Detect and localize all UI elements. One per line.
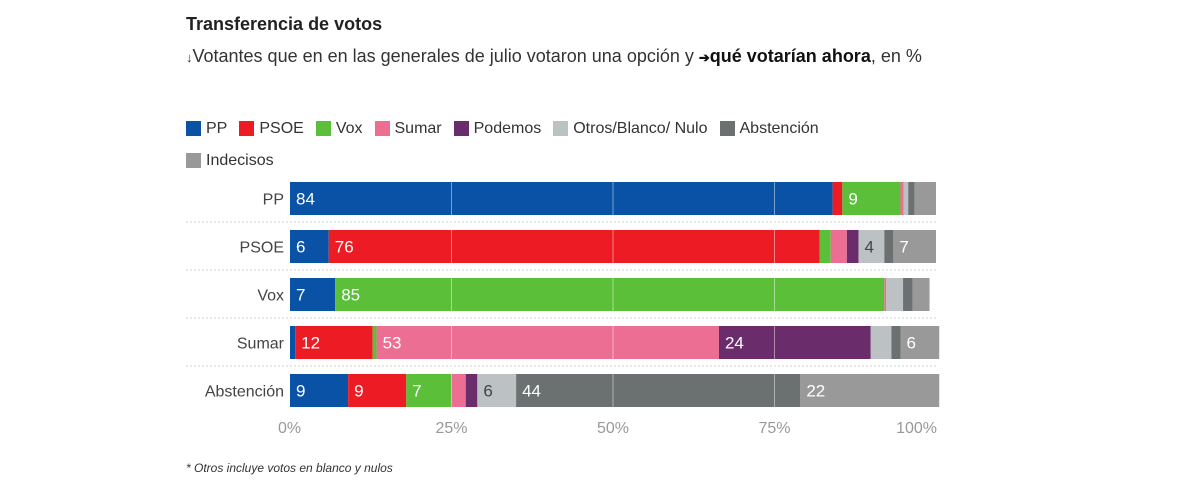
data-label: 7 xyxy=(296,286,305,305)
bar-segment xyxy=(718,326,871,359)
legend-item: Sumar xyxy=(374,114,442,143)
data-label: 53 xyxy=(383,334,402,353)
data-label: 7 xyxy=(412,382,421,401)
data-label: 6 xyxy=(483,382,492,401)
data-label: 24 xyxy=(725,334,744,353)
category-label: Vox xyxy=(257,288,284,305)
x-tick-label: 100% xyxy=(896,420,937,437)
legend-label: Podemos xyxy=(473,120,542,137)
data-label: 84 xyxy=(296,190,315,209)
bar-segment xyxy=(328,230,820,263)
bar-segment xyxy=(376,326,719,359)
legend-item: Indecisos xyxy=(186,146,274,175)
subtitle-bold: qué votarían ahora xyxy=(709,46,871,66)
arrow-down-icon: ↓ xyxy=(186,50,193,65)
chart-title: Transferencia de votos xyxy=(186,14,383,34)
data-label: 4 xyxy=(864,238,873,257)
bar-segment xyxy=(908,182,915,215)
category-label: Sumar xyxy=(237,336,285,353)
category-label: PSOE xyxy=(240,240,284,257)
category-label: Abstención xyxy=(205,384,284,401)
legend-item: Podemos xyxy=(453,114,542,143)
category-label: PP xyxy=(263,192,284,209)
legend-swatch xyxy=(186,121,201,136)
legend-swatch xyxy=(186,153,201,168)
data-label: 6 xyxy=(906,334,915,353)
legend-swatch xyxy=(719,121,735,136)
bar-segment xyxy=(406,374,452,407)
legend-label: Otros/Blanco/ Nulo xyxy=(573,120,708,137)
bar-segment xyxy=(477,374,517,407)
bar-segment xyxy=(846,230,859,263)
x-tick-label: 25% xyxy=(435,420,467,437)
bar-segment xyxy=(819,230,831,263)
data-label: 12 xyxy=(301,334,320,353)
legend-label: Abstención xyxy=(739,120,819,137)
legend-label: Indecisos xyxy=(206,152,274,169)
arrow-right-icon: ➔ xyxy=(698,50,710,65)
bar-segment xyxy=(893,230,936,263)
bar-segment xyxy=(870,326,892,359)
bar-segment xyxy=(903,182,909,215)
legend-label: Vox xyxy=(335,120,363,137)
bar-segment xyxy=(830,230,847,263)
bar-segment xyxy=(335,278,885,311)
data-label: 76 xyxy=(335,238,354,257)
legend-swatch xyxy=(239,121,255,136)
bar-segment xyxy=(900,326,940,359)
bar-segment xyxy=(290,182,833,215)
x-tick-label: 75% xyxy=(758,420,790,437)
data-label: 9 xyxy=(354,382,363,401)
subtitle-text: Votantes que en en las generales de juli… xyxy=(192,46,699,66)
x-tick-label: 0% xyxy=(278,420,301,437)
bar-segment xyxy=(348,374,407,407)
legend-label: Sumar xyxy=(394,120,442,137)
legend-swatch xyxy=(374,121,390,136)
footnote: * Otros incluye votos en blanco y nulos xyxy=(186,461,393,475)
bar-segment xyxy=(858,230,885,263)
bar-segment xyxy=(290,374,349,407)
bar-segment xyxy=(886,278,904,311)
legend: PP PSOE Vox Sumar Podemos Otros/Blanco/ Nulo A… xyxy=(186,114,926,178)
bar-segment xyxy=(884,278,887,311)
bar-segment xyxy=(891,326,901,359)
legend-swatch xyxy=(315,121,331,136)
legend-item: Otros/Blanco/ Nulo xyxy=(553,114,708,143)
legend-item: PSOE xyxy=(239,114,304,143)
data-label: 9 xyxy=(848,190,857,209)
bar-segment xyxy=(465,374,478,407)
subtitle-suffix: , en % xyxy=(870,46,922,66)
bar-segment xyxy=(884,230,894,263)
legend-item: Vox xyxy=(315,114,363,143)
bar-segment xyxy=(900,182,904,215)
legend-label: PP xyxy=(206,120,228,137)
bar-segment xyxy=(295,326,373,359)
legend-item: Abstención xyxy=(719,114,819,143)
data-label: 9 xyxy=(296,382,305,401)
legend-label: PSOE xyxy=(259,120,304,137)
bar-segment xyxy=(451,374,466,407)
bar-segment xyxy=(516,374,801,407)
x-tick-label: 50% xyxy=(597,420,629,437)
bar-segment xyxy=(290,326,296,359)
legend-swatch xyxy=(453,121,469,136)
legend-item: PP xyxy=(186,114,227,143)
chart-subtitle: ↓Votantes que en en las generales de jul… xyxy=(186,43,946,71)
bar-segment xyxy=(290,278,336,311)
bar-segment xyxy=(372,326,377,359)
bar-segment xyxy=(914,182,936,215)
legend-swatch xyxy=(553,121,569,136)
bar-segment xyxy=(842,182,901,215)
bar-segment xyxy=(800,374,940,407)
data-label: 85 xyxy=(341,286,360,305)
bar-segment xyxy=(832,182,843,215)
bar-segment xyxy=(290,230,329,263)
data-label: 6 xyxy=(296,238,305,257)
data-label: 44 xyxy=(522,382,541,401)
bar-segment xyxy=(912,278,930,311)
bar-segment xyxy=(903,278,913,311)
data-label: 22 xyxy=(806,382,825,401)
data-label: 7 xyxy=(899,238,908,257)
